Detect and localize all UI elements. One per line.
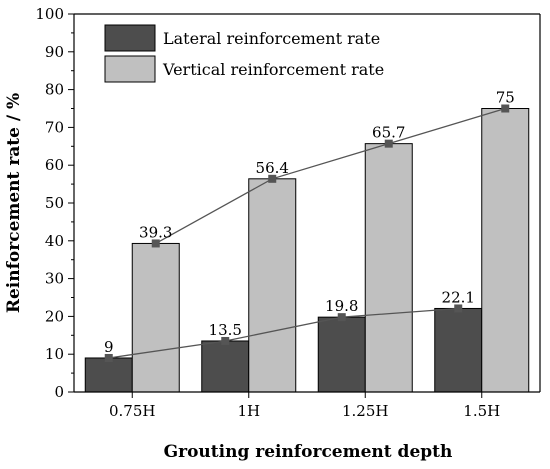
y-tick-label-4: 40 [45, 232, 64, 250]
legend-label-vertical: Vertical reinforcement rate [162, 60, 384, 79]
trend-line-vertical [155, 107, 506, 245]
y-tick-label-10: 100 [35, 5, 64, 23]
data-label-vertical-2: 65.7 [372, 124, 405, 142]
y-tick-label-9: 90 [45, 43, 64, 61]
bar-vertical-3 [481, 108, 530, 393]
y-tick-label-2: 20 [45, 307, 64, 325]
bar-lateral-2 [317, 316, 366, 393]
data-label-vertical-1: 56.4 [256, 159, 289, 177]
bar-lateral-1 [201, 340, 250, 393]
marker-vertical-1 [268, 174, 277, 183]
bar-lateral-0 [84, 357, 133, 393]
y-tick-label-7: 70 [45, 118, 64, 136]
data-label-lateral-0: 9 [104, 338, 114, 356]
data-label-vertical-3: 75 [496, 89, 515, 107]
marker-lateral-0 [104, 353, 113, 362]
y-tick-label-0: 0 [54, 383, 64, 401]
y-tick-label-8: 80 [45, 81, 64, 99]
bar-vertical-0 [131, 242, 180, 393]
y-tick-label-3: 30 [45, 270, 64, 288]
legend-swatch-lateral [104, 24, 156, 52]
marker-vertical-0 [151, 239, 160, 248]
marker-lateral-3 [454, 304, 463, 313]
x-tick-label-1: 1H [237, 402, 260, 420]
plot-area: 0 10 20 30 40 50 60 70 80 90 100 0.75H 1H 1.25H 1.5H 9 1… [35, 5, 541, 420]
bar-lateral-3 [434, 307, 483, 393]
trend-line-lateral [108, 307, 459, 359]
x-tick-label-0: 0.75H [109, 402, 155, 420]
data-label-lateral-1: 13.5 [209, 321, 242, 339]
marker-lateral-2 [337, 313, 346, 322]
data-label-lateral-3: 22.1 [442, 288, 475, 306]
bar-vertical-1 [248, 178, 297, 393]
x-tick-label-3: 1.5H [463, 402, 500, 420]
x-axis-title: Grouting reinforcement depth [164, 442, 453, 462]
y-tick-label-5: 50 [45, 194, 64, 212]
marker-vertical-2 [384, 139, 393, 148]
marker-vertical-3 [501, 104, 510, 113]
data-label-vertical-0: 39.3 [139, 223, 172, 241]
legend: Lateral reinforcement rate Vertical rein… [104, 24, 384, 83]
y-tick-label-6: 60 [45, 156, 64, 174]
y-axis-title: Reinforcement rate / % [4, 93, 24, 313]
y-tick-label-1: 10 [45, 345, 64, 363]
legend-swatch-vertical [104, 55, 156, 83]
bar-vertical-2 [364, 143, 413, 393]
data-label-lateral-2: 19.8 [325, 297, 358, 315]
marker-lateral-1 [221, 336, 230, 345]
legend-label-lateral: Lateral reinforcement rate [163, 29, 380, 48]
x-tick-label-2: 1.25H [342, 402, 388, 420]
